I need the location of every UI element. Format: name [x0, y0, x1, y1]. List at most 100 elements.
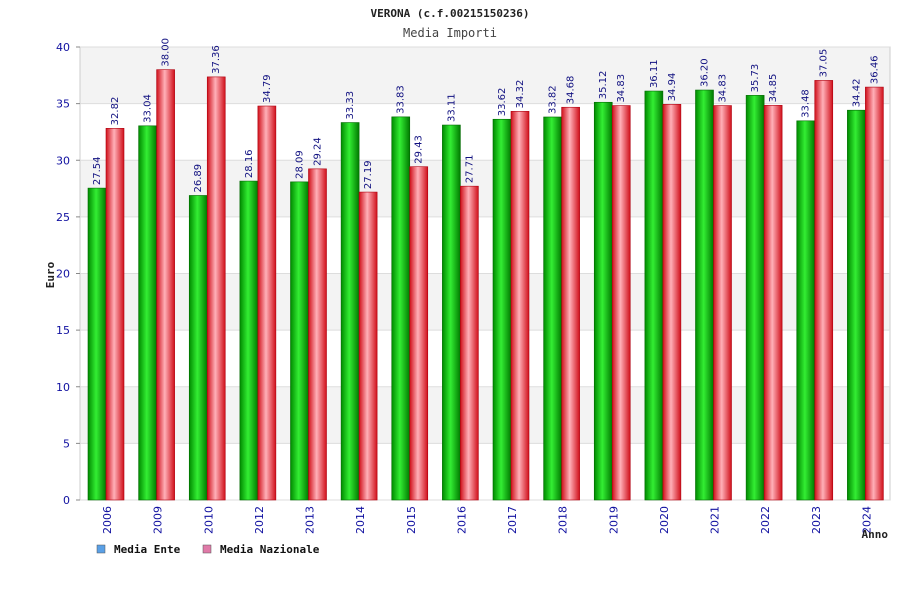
- data-label: 33.82: [548, 85, 559, 114]
- data-label: 34.83: [718, 74, 729, 103]
- data-label: 34.94: [667, 73, 678, 102]
- y-tick-label: 5: [63, 437, 70, 450]
- bar-media-ente-2017: [492, 118, 512, 501]
- bar-media-nazionale-2021: [713, 105, 732, 501]
- y-tick-label: 35: [56, 98, 70, 111]
- bar-media-ente-2023: [796, 120, 816, 501]
- x-tick-label: 2010: [202, 506, 215, 534]
- x-axis-ticks: 2006 2009 2010 2012 2013 2014 2015 2016 2017 2018…: [101, 506, 873, 534]
- data-label: 36.46: [869, 55, 880, 84]
- chart-subtitle: Media Importi: [403, 26, 497, 40]
- bar-media-nazionale-2019: [611, 105, 631, 501]
- x-tick-label: 2016: [455, 506, 468, 534]
- bar-media-ente-2024: [847, 109, 866, 501]
- legend-label-media-ente: Media Ente: [114, 543, 181, 556]
- y-tick-label: 10: [56, 381, 70, 394]
- y-axis-label: Euro: [44, 261, 57, 288]
- x-tick-label: 2020: [658, 506, 671, 534]
- bar-media-ente-2021: [695, 89, 714, 501]
- data-label: 33.33: [345, 91, 356, 120]
- x-tick-label: 2019: [607, 506, 620, 534]
- bar-media-ente-2012: [239, 180, 259, 501]
- bar-media-nazionale-2023: [814, 80, 834, 501]
- bar-media-ente-2006: [87, 187, 107, 501]
- bar-media-nazionale-2012: [257, 105, 277, 501]
- data-label: 37.05: [819, 49, 830, 78]
- bar-media-ente-2014: [340, 122, 360, 501]
- x-tick-label: 2014: [354, 506, 367, 534]
- data-label: 34.68: [566, 76, 577, 105]
- bar-media-nazionale-2020: [662, 104, 682, 501]
- data-label: 34.79: [262, 74, 273, 103]
- x-tick-label: 2021: [709, 506, 722, 534]
- bar-media-nazionale-2017: [510, 111, 530, 501]
- data-label: 33.04: [143, 94, 154, 123]
- bar-media-nazionale-2014: [358, 191, 378, 501]
- bar-media-nazionale-2015: [409, 166, 429, 501]
- data-label: 35.12: [598, 71, 609, 100]
- bar-media-ente-2010: [188, 195, 208, 501]
- data-label: 29.43: [414, 135, 425, 164]
- x-tick-label: 2015: [405, 506, 418, 534]
- data-label: 34.42: [851, 79, 862, 108]
- data-label: 27.71: [464, 155, 475, 184]
- x-tick-label: 2024: [860, 506, 873, 534]
- data-label: 38.00: [161, 38, 172, 67]
- bar-media-nazionale-2016: [460, 185, 479, 501]
- data-label: 33.62: [497, 88, 508, 117]
- bar-media-nazionale-2013: [308, 168, 327, 501]
- data-label: 34.32: [515, 80, 526, 109]
- data-label: 29.24: [313, 137, 324, 166]
- bar-media-ente-2016: [442, 124, 461, 501]
- y-tick-label: 25: [56, 211, 70, 224]
- y-tick-label: 40: [56, 41, 70, 54]
- data-label: 34.83: [616, 74, 627, 103]
- data-label: 26.89: [193, 164, 204, 193]
- y-tick-label: 15: [56, 324, 70, 337]
- data-label: 36.20: [700, 58, 711, 87]
- data-label: 35.73: [750, 64, 761, 93]
- bar-media-nazionale-2009: [156, 69, 175, 501]
- bar-media-ente-2018: [543, 116, 562, 501]
- bar-media-ente-2019: [593, 101, 613, 501]
- legend: Media Ente Media Nazionale: [96, 543, 320, 556]
- legend-label-media-nazionale: Media Nazionale: [220, 543, 320, 556]
- data-label: 33.83: [396, 85, 407, 114]
- x-axis-label: Anno: [862, 528, 889, 541]
- data-label: 28.16: [244, 149, 255, 178]
- legend-swatch-media-nazionale: [202, 544, 212, 554]
- y-tick-label: 0: [63, 494, 70, 507]
- data-label: 33.48: [801, 89, 812, 118]
- y-tick-label: 30: [56, 154, 70, 167]
- chart-title: VERONA (c.f.00215150236): [371, 7, 530, 20]
- x-tick-label: 2006: [101, 506, 114, 534]
- legend-swatch-media-ente: [96, 544, 106, 554]
- x-tick-label: 2017: [506, 506, 519, 534]
- x-tick-label: 2009: [152, 506, 165, 534]
- data-label: 27.54: [92, 156, 103, 185]
- bar-media-nazionale-2024: [865, 86, 884, 501]
- x-tick-label: 2013: [304, 506, 317, 534]
- y-tick-label: 20: [56, 268, 70, 281]
- data-label: 27.19: [363, 160, 374, 189]
- data-label: 28.09: [295, 150, 306, 179]
- data-label: 37.36: [211, 45, 222, 74]
- x-tick-label: 2018: [557, 506, 570, 534]
- data-label: 33.11: [446, 93, 457, 122]
- bar-media-nazionale-2022: [763, 105, 783, 501]
- bar-media-nazionale-2010: [206, 76, 226, 501]
- bar-media-nazionale-2018: [561, 106, 580, 501]
- x-tick-label: 2012: [253, 506, 266, 534]
- data-labels: 27.54 33.04 26.89 28.16 28.09 33.33 33.83 33.11…: [92, 38, 880, 192]
- x-tick-label: 2023: [810, 506, 823, 534]
- y-axis-ticks: 0 5 10 15 20 25 30 35 40: [56, 41, 80, 507]
- bars: [87, 69, 884, 501]
- bar-media-ente-2015: [391, 116, 411, 501]
- data-label: 34.85: [768, 74, 779, 103]
- bar-media-ente-2013: [290, 181, 309, 501]
- data-label: 36.11: [649, 59, 660, 88]
- bar-media-ente-2009: [138, 125, 157, 501]
- bar-media-nazionale-2006: [105, 128, 125, 501]
- bar-media-ente-2020: [644, 90, 664, 501]
